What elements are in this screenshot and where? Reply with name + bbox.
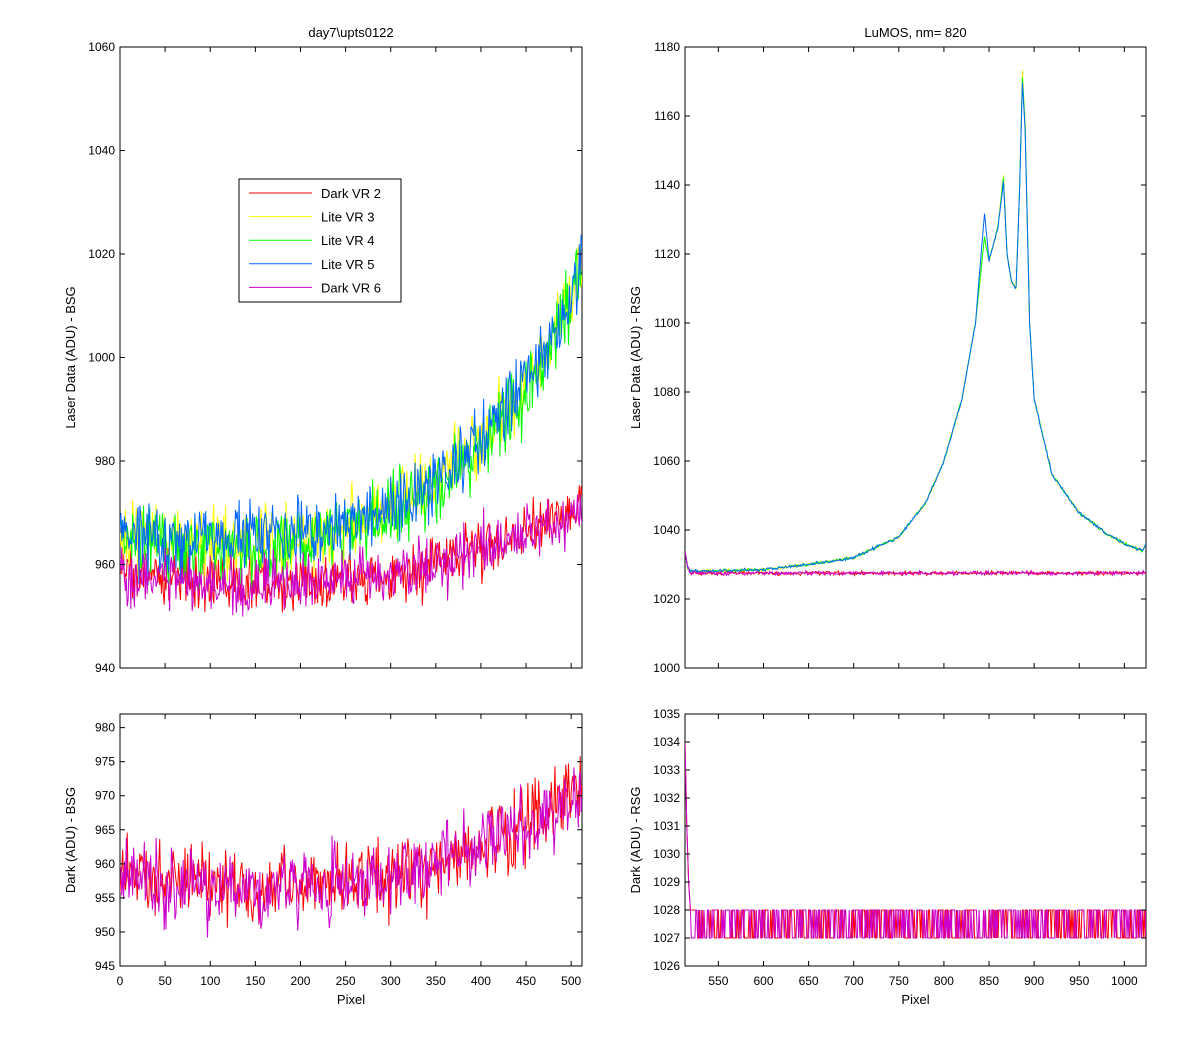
y-tick-label: 1120: [654, 247, 680, 261]
panel-dark-rsg: 550 600 650 700 750 800 850 900 950 1000 1026 1027 1…: [628, 707, 1147, 1007]
y-tick-label: 1026: [653, 959, 680, 973]
y-tick-label: 975: [95, 755, 115, 769]
y-tick-label: 1030: [653, 847, 680, 861]
x-tick-label: 950: [1069, 974, 1089, 988]
x-tick-label: 50: [158, 974, 172, 988]
x-tick-label: 400: [471, 974, 491, 988]
series-line-dark-vr-6: [685, 741, 1146, 939]
panel-laser-rsg: 1000 1020 1040 1060 1080 1100 1120 1140 1160 1180…: [628, 25, 1147, 675]
chart-title: day7\upts0122: [308, 25, 393, 40]
x-tick-label: 300: [381, 974, 401, 988]
y-tick-label: 1080: [653, 385, 680, 399]
legend-label: Lite VR 5: [321, 257, 374, 272]
y-tick-label: 1060: [88, 40, 115, 54]
y-tick-label: 960: [95, 857, 115, 871]
x-tick-label: 500: [561, 974, 581, 988]
x-tick-label: 650: [799, 974, 819, 988]
y-tick-label: 940: [95, 661, 115, 675]
y-axis-label: Laser Data (ADU) - RSG: [628, 286, 643, 429]
series-line-dark-vr-2: [120, 756, 582, 928]
y-tick-label: 1020: [88, 247, 115, 261]
panel-dark-bsg: 0 50 100 150 200 250 300 350 400 450 500 945 950 955 9…: [63, 713, 583, 1007]
y-tick-label: 1028: [653, 903, 680, 917]
y-axis-label: Dark (ADU) - BSG: [63, 787, 78, 893]
series-line-dark-vr-6: [120, 767, 582, 938]
series-line-dark-vr-6: [685, 550, 1146, 577]
chart-title: LuMOS, nm= 820: [864, 25, 966, 40]
x-tick-label: 550: [708, 974, 728, 988]
legend-label: Lite VR 3: [321, 210, 374, 225]
plot-area: [119, 713, 583, 967]
x-tick-label: 800: [934, 974, 954, 988]
x-tick-label: 600: [753, 974, 773, 988]
series-group: [685, 70, 1146, 577]
ticks: 550 600 650 700 750 800 850 900 950 1000 1026 1027 1…: [653, 707, 1146, 988]
plot-area: [119, 46, 583, 669]
x-tick-label: 250: [336, 974, 356, 988]
x-tick-label: 350: [426, 974, 446, 988]
series-group: [685, 741, 1146, 939]
y-tick-label: 1033: [653, 763, 680, 777]
y-tick-label: 970: [95, 789, 115, 803]
ticks: 0 50 100 150 200 250 300 350 400 450 500 945 950 955 9…: [95, 714, 582, 988]
y-tick-label: 950: [95, 925, 115, 939]
legend-label: Dark VR 2: [321, 186, 381, 201]
y-tick-label: 1034: [653, 735, 680, 749]
x-tick-label: 100: [200, 974, 220, 988]
y-tick-label: 1027: [653, 931, 680, 945]
x-tick-label: 200: [290, 974, 310, 988]
y-tick-label: 1031: [653, 819, 680, 833]
y-tick-label: 1032: [653, 791, 680, 805]
y-tick-label: 1000: [88, 351, 115, 365]
series-group: [120, 756, 582, 938]
y-tick-label: 955: [95, 891, 115, 905]
plot-area: [684, 46, 1147, 669]
y-tick-label: 960: [95, 558, 115, 572]
x-tick-label: 900: [1024, 974, 1044, 988]
x-tick-label: 1000: [1111, 974, 1138, 988]
y-tick-label: 980: [95, 454, 115, 468]
series-line-lite-vr-3: [120, 242, 582, 582]
x-tick-label: 700: [844, 974, 864, 988]
y-tick-label: 1040: [653, 523, 680, 537]
x-tick-label: 150: [245, 974, 265, 988]
y-tick-label: 980: [95, 721, 115, 735]
y-tick-label: 1020: [653, 592, 680, 606]
y-axis-label: Laser Data (ADU) - BSG: [63, 286, 78, 428]
y-tick-label: 1000: [653, 661, 680, 675]
series-line-lite-vr-5: [685, 82, 1146, 575]
x-tick-label: 0: [117, 974, 124, 988]
series-line-lite-vr-5: [120, 234, 582, 586]
x-axis-label: Pixel: [337, 992, 365, 1007]
y-tick-label: 965: [95, 823, 115, 837]
x-axis-label: Pixel: [901, 992, 929, 1007]
x-tick-label: 850: [979, 974, 999, 988]
y-tick-label: 945: [95, 959, 115, 973]
y-axis-label: Dark (ADU) - RSG: [628, 787, 643, 894]
panel-laser-bsg: 940 960 980 1000 1020 1040 1060 day7\upts0122 La…: [63, 25, 583, 675]
y-tick-label: 1040: [88, 144, 115, 158]
y-tick-label: 1160: [654, 109, 680, 123]
series-line-lite-vr-4: [120, 248, 582, 589]
series-line-dark-vr-6: [120, 494, 582, 617]
legend-label: Dark VR 6: [321, 280, 381, 295]
y-tick-label: 1060: [653, 454, 680, 468]
x-tick-label: 750: [889, 974, 909, 988]
ticks: 1000 1020 1040 1060 1080 1100 1120 1140 1160 1180: [653, 40, 1146, 675]
y-tick-label: 1140: [654, 178, 680, 192]
ticks: 940 960 980 1000 1020 1040 1060: [88, 40, 582, 675]
series-group: [120, 234, 582, 617]
y-tick-label: 1100: [654, 316, 680, 330]
y-tick-label: 1180: [654, 40, 680, 54]
y-tick-label: 1029: [653, 875, 680, 889]
legend: Dark VR 2 Lite VR 3 Lite VR 4 Lite VR 5 Dark…: [238, 178, 402, 303]
x-tick-label: 450: [516, 974, 536, 988]
legend-label: Lite VR 4: [321, 233, 374, 248]
y-tick-label: 1035: [653, 707, 680, 721]
